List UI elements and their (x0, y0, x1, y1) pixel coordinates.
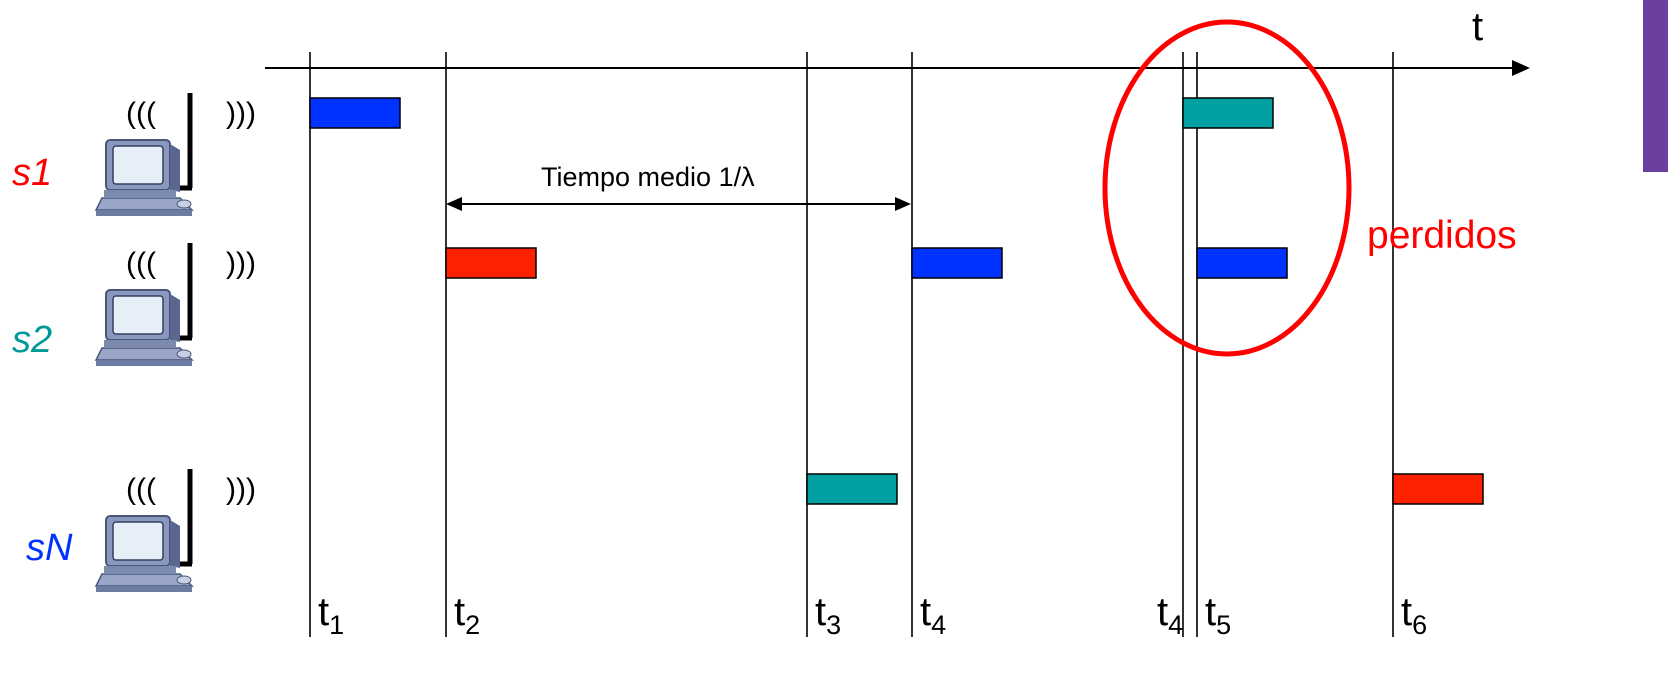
station-sN: ((())) sN (26, 469, 256, 592)
time-label-sub: 1 (329, 610, 344, 640)
time-label-base: t (454, 590, 465, 634)
interval-arrow: Tiempo medio 1/λ (446, 162, 911, 211)
time-label-t3: t3 (815, 590, 841, 640)
computer-icon (94, 515, 194, 592)
time-label-sub: 5 (1216, 610, 1231, 640)
frame-sN-t3 (806, 473, 898, 505)
time-label-base: t (1205, 590, 1216, 634)
axis-label: t (1472, 5, 1483, 49)
station-label: s2 (12, 319, 52, 361)
wave-right-icon: ))) (226, 473, 256, 506)
time-label-t4: t4 (920, 590, 946, 640)
time-label-t4b: t4 (1157, 590, 1183, 640)
time-label-t2: t2 (454, 590, 480, 640)
wave-left-icon: ((( (126, 473, 156, 506)
time-lines (309, 52, 1394, 637)
time-label-t5: t5 (1205, 590, 1231, 640)
collision-ellipse (1102, 19, 1352, 357)
wave-left-icon: ((( (126, 247, 156, 280)
computer-icon (94, 289, 194, 366)
time-label-base: t (920, 590, 931, 634)
station-s1: ((())) s1 (12, 93, 256, 216)
wave-right-icon: ))) (226, 247, 256, 280)
collision-label: perdidos (1367, 214, 1517, 257)
frames (309, 97, 1484, 505)
time-label-sub: 3 (826, 610, 841, 640)
frame-s1-t4b (1182, 97, 1274, 129)
frame-s2-t4 (911, 247, 1003, 279)
station-label: sN (26, 527, 73, 569)
frame-s2-t5 (1196, 247, 1288, 279)
time-label-sub: 2 (465, 610, 480, 640)
interval-label: Tiempo medio 1/λ (541, 162, 755, 192)
frame-s2-t2 (445, 247, 537, 279)
time-label-base: t (815, 590, 826, 634)
station-label: s1 (12, 152, 52, 194)
time-label-sub: 6 (1412, 610, 1427, 640)
time-label-sub: 4 (1168, 610, 1183, 640)
interval-arrowhead-left (446, 197, 462, 211)
time-labels: t1 t2 t3 t4 t4 t5 t6 (318, 590, 1427, 640)
collision-marker: perdidos (1102, 19, 1517, 357)
wave-right-icon: ))) (226, 97, 256, 130)
stations: ((())) s1 ((())) s2 ((())) sN (12, 93, 256, 592)
interval-arrowhead-right (895, 197, 911, 211)
computer-icon (94, 139, 194, 216)
time-axis: t (265, 5, 1530, 76)
axis-arrowhead (1512, 60, 1530, 76)
time-label-t6: t6 (1401, 590, 1427, 640)
accent-bar (1643, 0, 1668, 172)
station-s2: ((())) s2 (12, 243, 256, 366)
wave-left-icon: ((( (126, 97, 156, 130)
time-label-base: t (1401, 590, 1412, 634)
time-label-t1: t1 (318, 590, 344, 640)
frame-sN-t6 (1392, 473, 1484, 505)
time-label-base: t (1157, 590, 1168, 634)
time-label-base: t (318, 590, 329, 634)
time-label-sub: 4 (931, 610, 946, 640)
frame-s1-t1 (309, 97, 401, 129)
